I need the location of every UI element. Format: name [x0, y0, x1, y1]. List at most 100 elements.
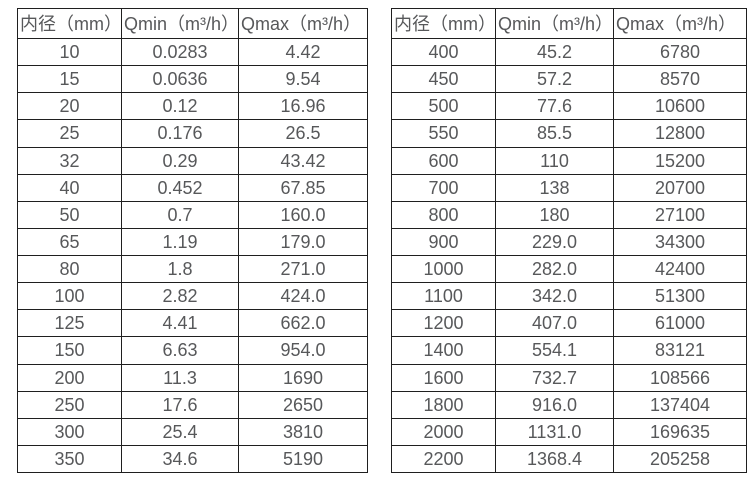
- cell: 77.6: [495, 92, 614, 121]
- cell: 80: [17, 254, 122, 284]
- cell: 12800: [613, 119, 747, 148]
- table-row: 1600 732.7 108566: [391, 363, 747, 392]
- cell: 342.0: [495, 282, 614, 311]
- cell: 1800: [391, 390, 496, 419]
- cell: 16.96: [238, 92, 368, 121]
- cell: 229.0: [495, 227, 614, 257]
- cell: 108566: [613, 363, 747, 392]
- table-row: 1000 282.0 42400: [391, 254, 747, 284]
- cell: 61000: [613, 309, 747, 338]
- cell: 662.0: [238, 309, 368, 338]
- cell: 32: [17, 146, 122, 175]
- cell: 554.1: [495, 336, 614, 365]
- cell: 43.42: [238, 146, 368, 175]
- table-row: 2200 1368.4 205258: [391, 444, 747, 474]
- table-row: 450 57.2 8570: [391, 65, 747, 94]
- cell: 160.0: [238, 200, 368, 229]
- cell: 900: [391, 227, 496, 257]
- table-row: 150 6.63 954.0: [17, 336, 368, 365]
- table-row: 1800 916.0 137404: [391, 390, 747, 419]
- cell: 282.0: [495, 254, 614, 284]
- cell: 424.0: [238, 282, 368, 311]
- column-header: Qmax（m³/h）: [238, 8, 368, 39]
- cell: 0.7: [121, 200, 239, 229]
- cell: 700: [391, 173, 496, 202]
- cell: 350: [17, 444, 122, 474]
- table-row: 100 2.82 424.0: [17, 282, 368, 311]
- cell: 271.0: [238, 254, 368, 284]
- cell: 34300: [613, 227, 747, 257]
- table-row: 1200 407.0 61000: [391, 309, 747, 338]
- cell: 45.2: [495, 37, 614, 67]
- cell: 0.12: [121, 92, 239, 121]
- cell: 10600: [613, 92, 747, 121]
- cell: 0.176: [121, 119, 239, 148]
- cell: 10: [17, 37, 122, 67]
- cell: 6.63: [121, 336, 239, 365]
- cell: 15: [17, 65, 122, 94]
- column-header: Qmax（m³/h）: [613, 8, 747, 39]
- cell: 27100: [613, 200, 747, 229]
- cell: 1000: [391, 254, 496, 284]
- table-row: 600 110 15200: [391, 146, 747, 175]
- cell: 407.0: [495, 309, 614, 338]
- cell: 0.0636: [121, 65, 239, 94]
- cell: 300: [17, 417, 122, 446]
- flow-spec-table-small: 内径（mm） Qmin（m³/h） Qmax（m³/h） 10 0.0283 4.42 15…: [17, 8, 368, 474]
- cell: 20700: [613, 173, 747, 202]
- column-header: Qmin（m³/h）: [495, 8, 614, 39]
- table-row: 900 229.0 34300: [391, 227, 747, 257]
- cell: 0.452: [121, 173, 239, 202]
- table-row: 350 34.6 5190: [17, 444, 368, 474]
- cell: 1.8: [121, 254, 239, 284]
- cell: 34.6: [121, 444, 239, 474]
- table-row: 50 0.7 160.0: [17, 200, 368, 229]
- cell: 916.0: [495, 390, 614, 419]
- table-row: 1100 342.0 51300: [391, 282, 747, 311]
- table-row: 500 77.6 10600: [391, 92, 747, 121]
- cell: 1368.4: [495, 444, 614, 474]
- cell: 1200: [391, 309, 496, 338]
- cell: 179.0: [238, 227, 368, 257]
- cell: 6780: [613, 37, 747, 67]
- cell: 205258: [613, 444, 747, 474]
- cell: 15200: [613, 146, 747, 175]
- cell: 2650: [238, 390, 368, 419]
- cell: 600: [391, 146, 496, 175]
- cell: 137404: [613, 390, 747, 419]
- cell: 57.2: [495, 65, 614, 94]
- cell: 1690: [238, 363, 368, 392]
- table-row: 32 0.29 43.42: [17, 146, 368, 175]
- cell: 110: [495, 146, 614, 175]
- table-row: 40 0.452 67.85: [17, 173, 368, 202]
- cell: 138: [495, 173, 614, 202]
- cell: 1400: [391, 336, 496, 365]
- cell: 169635: [613, 417, 747, 446]
- table-row: 250 17.6 2650: [17, 390, 368, 419]
- table-row: 400 45.2 6780: [391, 37, 747, 67]
- cell: 9.54: [238, 65, 368, 94]
- cell: 1600: [391, 363, 496, 392]
- cell: 4.42: [238, 37, 368, 67]
- cell: 65: [17, 227, 122, 257]
- cell: 500: [391, 92, 496, 121]
- cell: 150: [17, 336, 122, 365]
- cell: 25: [17, 119, 122, 148]
- cell: 200: [17, 363, 122, 392]
- cell: 800: [391, 200, 496, 229]
- cell: 450: [391, 65, 496, 94]
- cell: 8570: [613, 65, 747, 94]
- cell: 51300: [613, 282, 747, 311]
- flow-spec-table-large: 内径（mm） Qmin（m³/h） Qmax（m³/h） 400 45.2 6780 450…: [391, 8, 747, 474]
- cell: 1131.0: [495, 417, 614, 446]
- cell: 1.19: [121, 227, 239, 257]
- table-row: 2000 1131.0 169635: [391, 417, 747, 446]
- cell: 50: [17, 200, 122, 229]
- cell: 2000: [391, 417, 496, 446]
- cell: 85.5: [495, 119, 614, 148]
- cell: 4.41: [121, 309, 239, 338]
- cell: 25.4: [121, 417, 239, 446]
- cell: 0.0283: [121, 37, 239, 67]
- cell: 67.85: [238, 173, 368, 202]
